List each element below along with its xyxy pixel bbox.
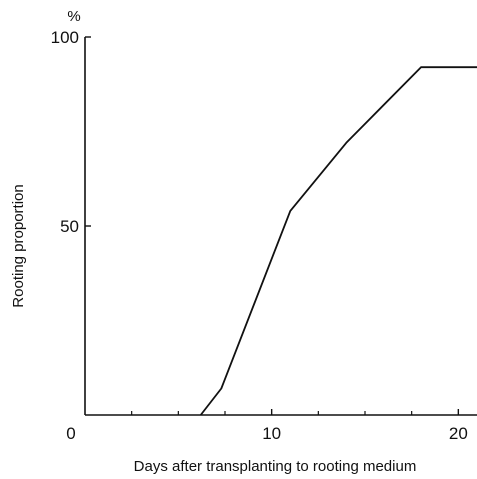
y-axis-unit: % [67,8,80,25]
y-tick-label: 50 [60,217,79,236]
x-axis-label: Days after transplanting to rooting medi… [134,458,417,475]
tick-group: 50 100 0 10 20 [51,28,468,443]
y-tick-label: 100 [51,28,79,47]
x-tick-label: 0 [66,424,75,443]
y-axis-label: Rooting proportion [10,184,27,307]
x-tick-label: 10 [262,424,281,443]
series-line [199,66,477,416]
axes [84,37,477,416]
series-group [199,66,477,416]
x-tick-label: 20 [449,424,468,443]
